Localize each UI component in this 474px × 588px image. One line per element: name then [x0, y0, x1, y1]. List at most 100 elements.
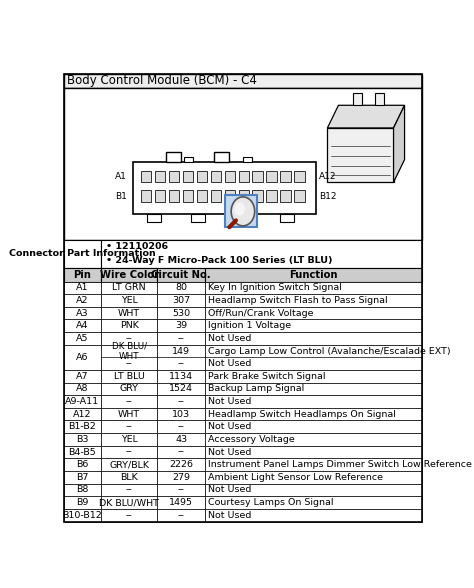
Text: A1: A1 [115, 172, 127, 181]
Bar [157, 471, 205, 483]
Bar [169, 171, 179, 182]
Text: WHT: WHT [118, 309, 140, 318]
Bar [166, 152, 181, 162]
Bar [101, 496, 157, 509]
Bar [64, 240, 101, 268]
Text: 307: 307 [172, 296, 190, 305]
Bar [169, 191, 179, 202]
Bar [205, 496, 422, 509]
Text: --: -- [126, 334, 132, 343]
Bar [157, 433, 205, 446]
Bar [280, 213, 293, 222]
Text: A8: A8 [76, 385, 89, 393]
Bar [294, 191, 305, 202]
Text: 1495: 1495 [169, 498, 193, 507]
Bar [205, 420, 422, 433]
Text: B3: B3 [76, 435, 89, 444]
Bar [64, 471, 101, 483]
Bar [101, 395, 157, 408]
Bar [197, 191, 207, 202]
Text: B4-B5: B4-B5 [69, 447, 96, 456]
Bar [64, 332, 101, 345]
Text: Off/Run/Crank Voltage: Off/Run/Crank Voltage [208, 309, 313, 318]
Bar [155, 171, 165, 182]
Text: B8: B8 [76, 486, 89, 495]
Text: --: -- [126, 511, 132, 520]
Bar [64, 408, 101, 420]
Text: 530: 530 [172, 309, 190, 318]
Text: YEL: YEL [121, 435, 137, 444]
Text: LT BLU: LT BLU [114, 372, 145, 381]
Text: DK BLU/WHT: DK BLU/WHT [99, 498, 159, 507]
Bar [64, 383, 101, 395]
Bar [64, 370, 101, 383]
Text: 43: 43 [175, 435, 187, 444]
Text: Headlamp Switch Headlamps On Signal: Headlamp Switch Headlamps On Signal [208, 410, 396, 419]
Text: Not Used: Not Used [208, 334, 251, 343]
Bar [210, 171, 221, 182]
Text: • 12110206
• 24-Way F Micro-Pack 100 Series (LT BLU): • 12110206 • 24-Way F Micro-Pack 100 Ser… [106, 242, 332, 265]
Bar [157, 509, 205, 522]
Bar [157, 383, 205, 395]
Bar [64, 459, 101, 471]
Text: B6: B6 [76, 460, 89, 469]
Text: --: -- [178, 486, 184, 495]
Bar [205, 370, 422, 383]
Text: A9-A11: A9-A11 [65, 397, 100, 406]
Bar [205, 509, 422, 522]
Bar [101, 370, 157, 383]
Text: 279: 279 [172, 473, 190, 482]
Bar [64, 420, 101, 433]
Text: Not Used: Not Used [208, 359, 251, 368]
Bar [64, 74, 422, 88]
Bar [64, 282, 101, 294]
Text: Not Used: Not Used [208, 511, 251, 520]
Bar [197, 171, 207, 182]
Text: Not Used: Not Used [208, 422, 251, 431]
Text: B1: B1 [115, 192, 127, 201]
Bar [157, 483, 205, 496]
Bar [205, 395, 422, 408]
Bar [205, 282, 422, 294]
Text: A5: A5 [76, 334, 89, 343]
Bar [205, 471, 422, 483]
Bar [353, 92, 362, 105]
Bar [182, 191, 193, 202]
Bar [64, 345, 101, 370]
Bar [281, 171, 291, 182]
Bar [64, 433, 101, 446]
Text: Wire Color: Wire Color [100, 270, 159, 280]
Bar [205, 383, 422, 395]
Text: A12: A12 [319, 172, 337, 181]
Text: BLK: BLK [120, 473, 138, 482]
Bar [205, 433, 422, 446]
Bar [281, 191, 291, 202]
Bar [157, 332, 205, 345]
Text: B10-B12: B10-B12 [63, 511, 102, 520]
Bar [213, 152, 229, 162]
Text: --: -- [126, 359, 132, 368]
Text: LT GRN: LT GRN [112, 283, 146, 292]
Bar [141, 191, 152, 202]
Text: 2226: 2226 [169, 460, 193, 469]
Bar [101, 459, 157, 471]
Bar [226, 195, 257, 227]
Bar [157, 420, 205, 433]
Bar [157, 370, 205, 383]
Text: Ignition 1 Voltage: Ignition 1 Voltage [208, 321, 291, 330]
Text: Function: Function [290, 270, 338, 280]
Bar [101, 383, 157, 395]
Bar [64, 268, 101, 282]
Bar [205, 408, 422, 420]
Bar [157, 307, 205, 319]
Bar [141, 171, 152, 182]
Bar [64, 307, 101, 319]
Text: B7: B7 [76, 473, 89, 482]
Text: Key In Ignition Switch Signal: Key In Ignition Switch Signal [208, 283, 342, 292]
Polygon shape [393, 105, 405, 182]
Bar [101, 332, 157, 345]
Bar [64, 446, 101, 459]
Circle shape [234, 203, 245, 216]
Bar [101, 307, 157, 319]
Bar [205, 483, 422, 496]
